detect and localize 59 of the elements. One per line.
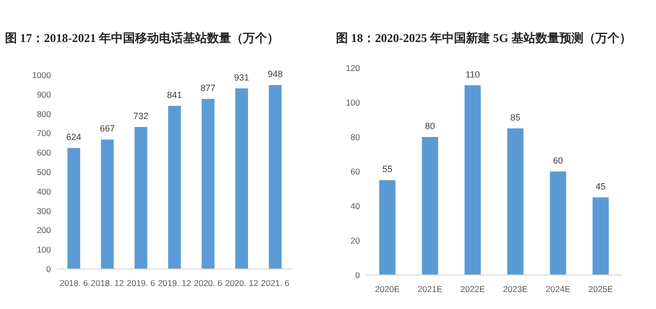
bar [268, 85, 282, 269]
y-tick-label: 200 [36, 225, 52, 236]
x-tick-label: 2019. 12 [158, 278, 192, 288]
y-tick-label: 300 [36, 206, 52, 216]
y-tick-label: 100 [36, 244, 52, 255]
x-tick-label: 2024E [546, 284, 571, 294]
x-tick-label: 2025E [588, 284, 614, 294]
y-tick-label: 120 [346, 63, 360, 73]
y-tick-label: 20 [350, 236, 360, 246]
data-label: 732 [133, 110, 148, 121]
bar [235, 88, 248, 269]
x-tick-label: 2020E [375, 284, 400, 294]
data-label: 45 [596, 181, 606, 192]
y-tick-label: 900 [36, 89, 52, 100]
data-label: 841 [166, 90, 182, 100]
x-tick-label: 2020. 12 [225, 278, 258, 288]
data-label: 80 [424, 121, 436, 131]
x-tick-label: 2021E [418, 284, 443, 294]
chart-title: 图 18：2020-2025 年中国新建 5G 基站数量预测（万个） [336, 31, 632, 45]
data-label: 60 [552, 156, 564, 166]
bar [592, 197, 609, 275]
y-tick-label: 600 [36, 148, 52, 158]
x-tick-label: 2022E [460, 284, 486, 294]
bar [202, 98, 214, 269]
x-tick-label: 2023E [503, 284, 528, 294]
data-label: 624 [66, 132, 82, 142]
bar [422, 137, 438, 275]
x-tick-label: 2021. 6 [261, 278, 290, 288]
data-label: 667 [100, 124, 115, 134]
bar [134, 126, 148, 269]
data-label: 85 [510, 112, 520, 122]
bar [379, 180, 396, 275]
y-tick-label: 0 [46, 264, 52, 274]
y-tick-label: 40 [350, 201, 360, 211]
chart-title: 图 17：2018-2021 年中国移动电话基站数量（万个） [5, 31, 279, 45]
data-label: 110 [465, 69, 480, 80]
y-tick-label: 60 [350, 166, 360, 176]
y-tick-label: 100 [346, 98, 360, 108]
bar [67, 148, 80, 269]
y-tick-label: 700 [36, 128, 52, 138]
y-tick-label: 80 [350, 132, 360, 142]
bar [464, 85, 481, 275]
data-label: 55 [382, 164, 392, 174]
x-tick-label: 2018. 6 [60, 278, 88, 288]
bar [100, 140, 114, 269]
y-tick-label: 400 [36, 186, 52, 196]
x-tick-label: 2019. 6 [126, 278, 156, 288]
x-tick-label: 2020. 6 [194, 278, 223, 288]
bar [168, 106, 181, 269]
x-tick-label: 2018. 12 [90, 278, 124, 288]
y-tick-label: 1000 [32, 70, 52, 80]
data-label: 877 [200, 82, 216, 93]
data-label: 931 [234, 72, 250, 82]
data-label: 948 [268, 69, 283, 80]
y-tick-label: 800 [36, 108, 52, 119]
y-tick-label: 0 [355, 270, 360, 280]
bar [507, 128, 524, 275]
bar [550, 172, 566, 275]
y-tick-label: 500 [36, 167, 52, 177]
